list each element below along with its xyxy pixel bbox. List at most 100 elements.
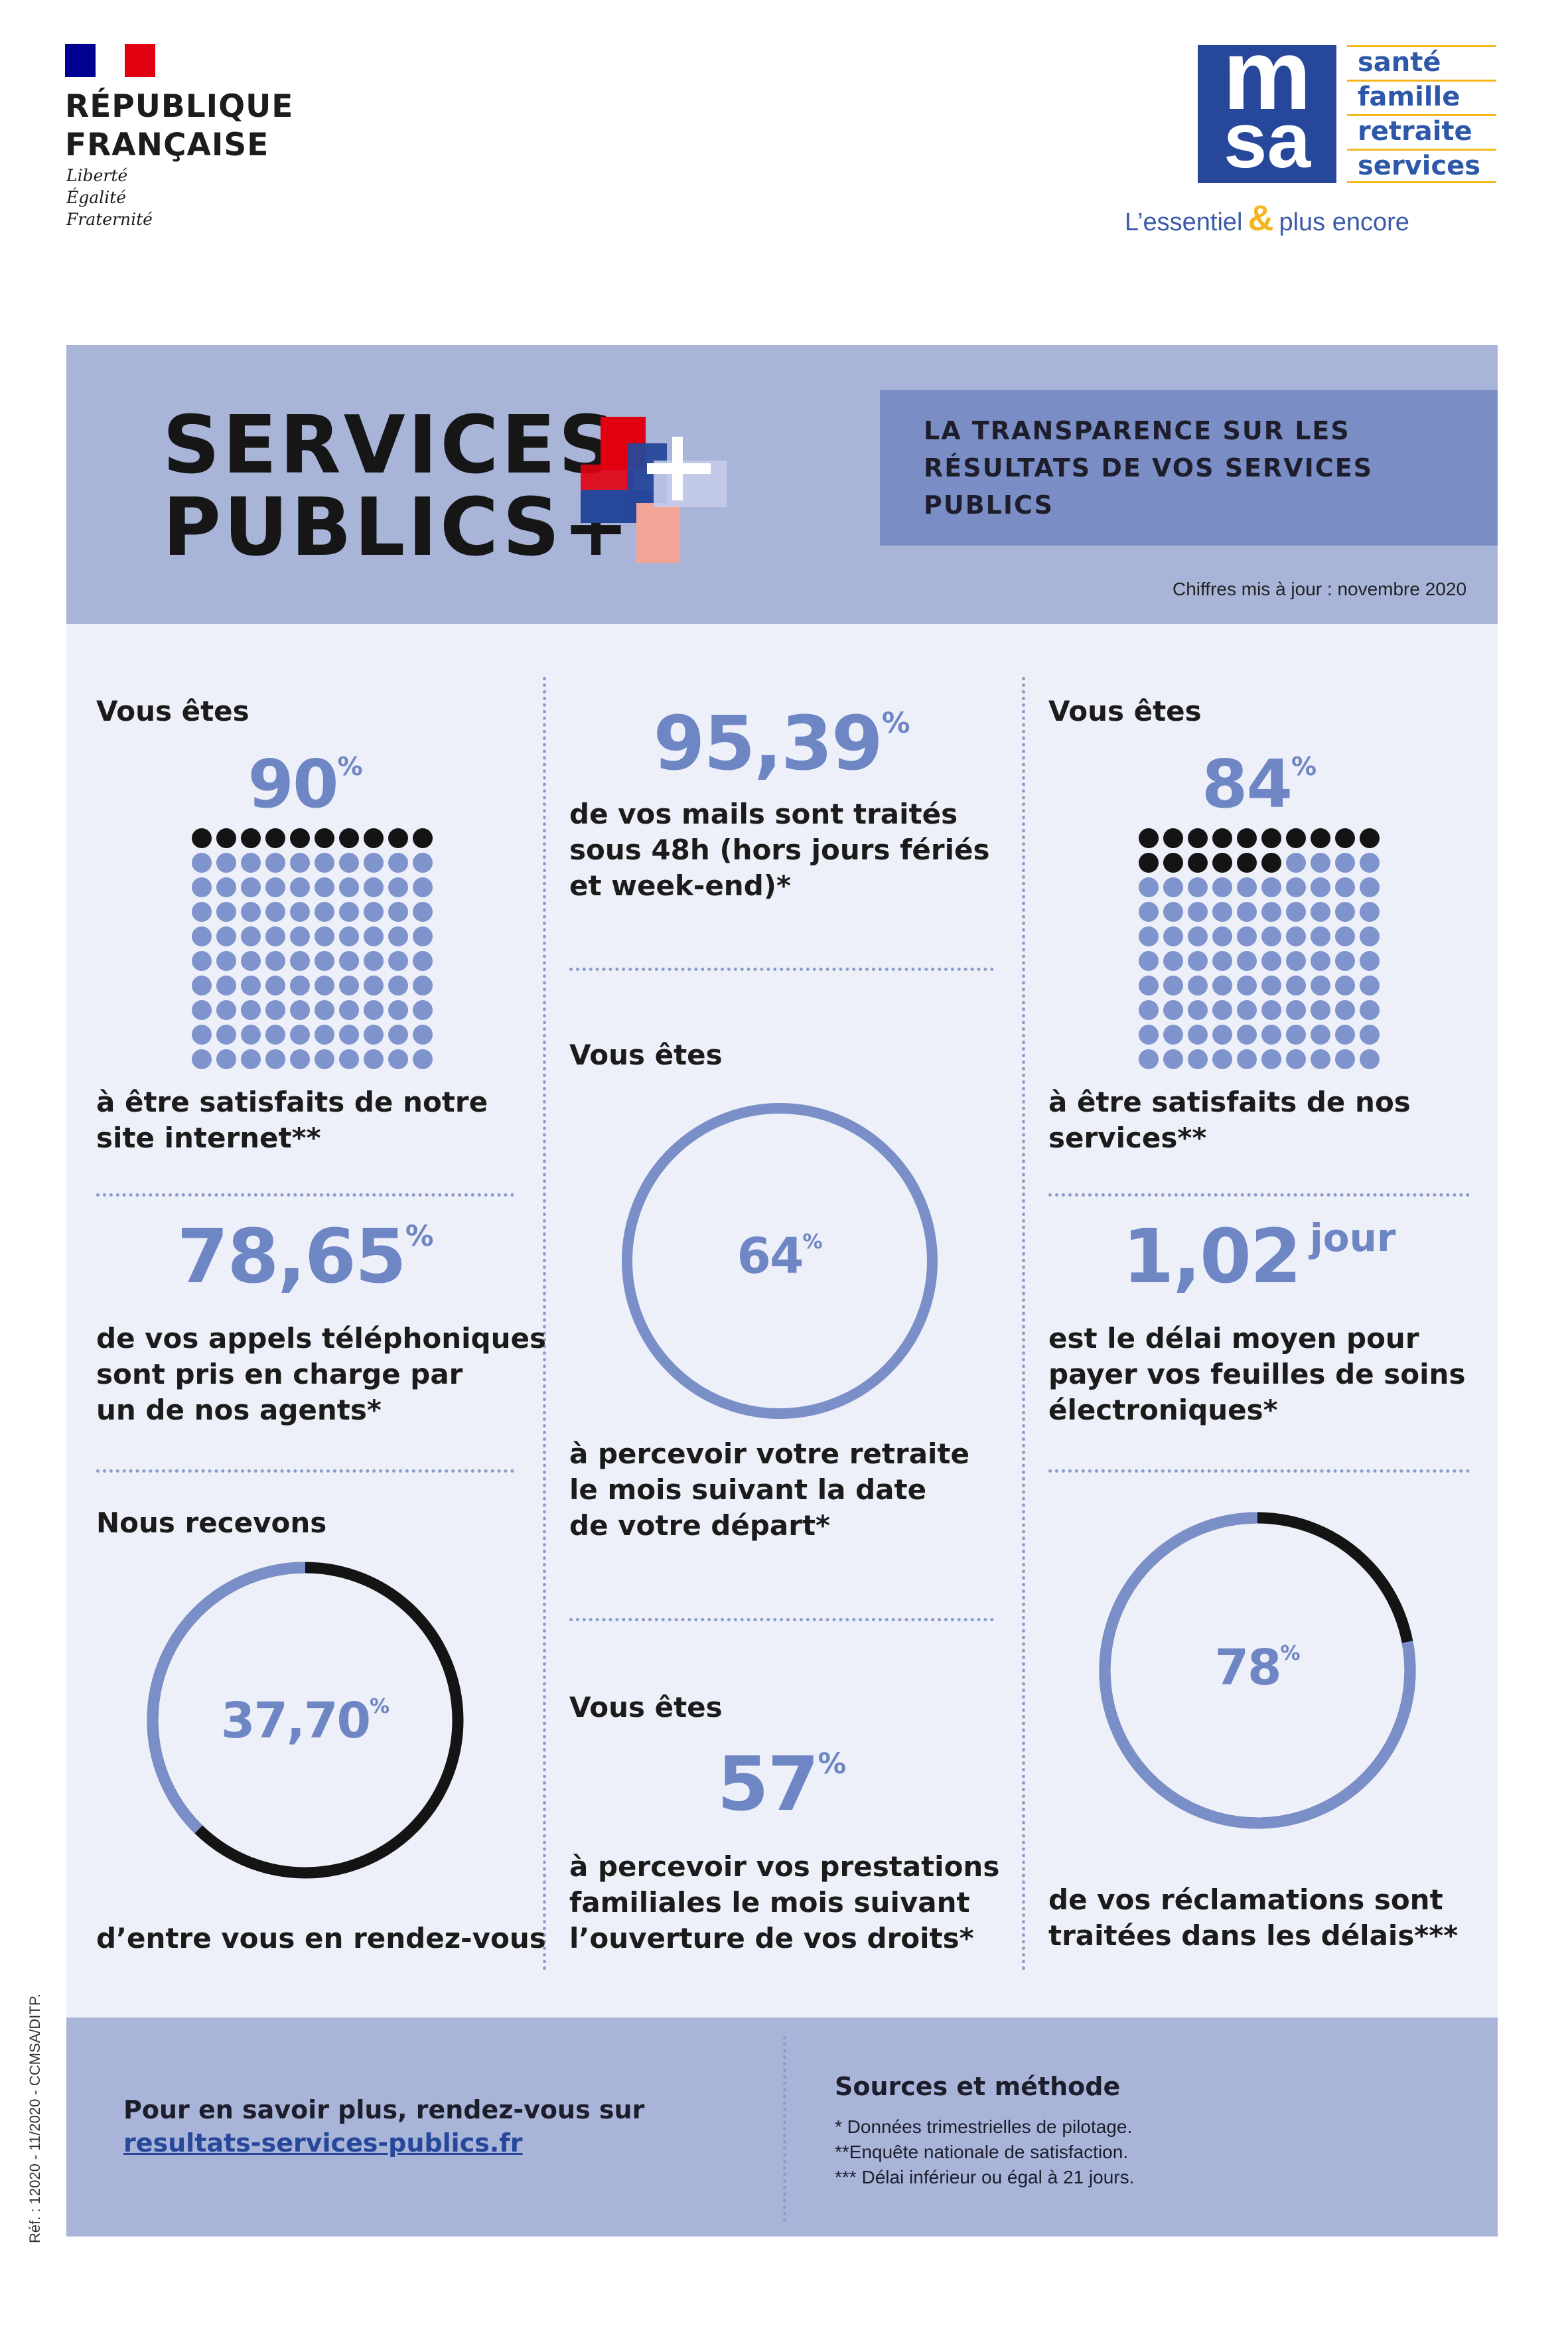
column-separator [543, 677, 546, 1971]
dot [388, 828, 408, 848]
dot [364, 1025, 384, 1045]
stat-label: Vous êtes [96, 695, 249, 727]
stat-description: est le délai moyen pour payer vos feuill… [1048, 1322, 1466, 1426]
dot [339, 1049, 359, 1069]
dot [1212, 828, 1232, 848]
dot [315, 1000, 334, 1020]
dot [1335, 1025, 1355, 1045]
dot [1335, 902, 1355, 922]
dot [1212, 853, 1232, 873]
dot [192, 1000, 212, 1020]
dot-matrix-site [192, 828, 433, 1069]
dot [364, 976, 384, 995]
dot [388, 951, 408, 971]
dot [1311, 976, 1330, 995]
dot [192, 902, 212, 922]
dot [1335, 926, 1355, 946]
row-separator [569, 1618, 994, 1621]
dot [290, 853, 310, 873]
dot [1163, 877, 1183, 897]
dot [1212, 1025, 1232, 1045]
stat-description: d’entre vous en rendez-vous [96, 1922, 546, 1954]
services-publics-title: SERVICES PUBLICS+ [163, 400, 632, 574]
dot [265, 1025, 285, 1045]
dot [1212, 976, 1232, 995]
footer [66, 2018, 1498, 2237]
row-separator [569, 968, 994, 971]
dot [192, 828, 212, 848]
dot [290, 1000, 310, 1020]
footer-more-info: Pour en savoir plus, rendez-vous sur res… [123, 2095, 645, 2158]
dot [192, 976, 212, 995]
dot [1261, 926, 1281, 946]
dot [1286, 853, 1306, 873]
stat-description: de vos réclamations sont traitées dans l… [1048, 1883, 1459, 1952]
dot [1360, 926, 1380, 946]
dot [1163, 951, 1183, 971]
dot [1335, 1049, 1355, 1069]
dot [1212, 951, 1232, 971]
dot [315, 902, 334, 922]
dot [192, 877, 212, 897]
stat-label: Vous êtes [569, 1039, 723, 1071]
dot [1261, 1025, 1281, 1045]
republique-francaise-flag-icon [65, 44, 155, 77]
row-separator [96, 1469, 514, 1473]
dot [265, 1049, 285, 1069]
msa-logo: m sa [1198, 45, 1336, 183]
row-separator [1048, 1469, 1470, 1473]
dot [1360, 1025, 1380, 1045]
dot [1286, 902, 1306, 922]
dot [1335, 951, 1355, 971]
dot [265, 877, 285, 897]
dot [1360, 1000, 1380, 1020]
dot [1261, 1049, 1281, 1069]
dot [1212, 926, 1232, 946]
stat-value-calls: 78,65% [177, 1214, 434, 1300]
update-date: Chiffres mis à jour : novembre 2020 [1173, 579, 1467, 599]
dot [241, 853, 261, 873]
ring-value-appointments: 37,70% [220, 1692, 390, 1749]
dot [339, 902, 359, 922]
dot [388, 1025, 408, 1045]
ring-value-pension: 64% [737, 1228, 823, 1285]
dot [241, 828, 261, 848]
dot [1212, 1049, 1232, 1069]
dot [1139, 828, 1159, 848]
dot [413, 951, 433, 971]
dot [388, 1000, 408, 1020]
stat-description: à être satisfaits de nos services** [1048, 1086, 1411, 1154]
dot [1311, 877, 1330, 897]
dot [290, 828, 310, 848]
dot [315, 1025, 334, 1045]
dot [413, 1025, 433, 1045]
dot [1311, 1025, 1330, 1045]
dot [1188, 926, 1208, 946]
dot [364, 1000, 384, 1020]
dot [339, 926, 359, 946]
dot [1163, 828, 1183, 848]
msa-word: famille [1347, 80, 1496, 114]
dot [1237, 1000, 1257, 1020]
dot [290, 1025, 310, 1045]
dot [1311, 1049, 1330, 1069]
dot [1188, 877, 1208, 897]
dot [413, 1049, 433, 1069]
dot [1261, 902, 1281, 922]
msa-word: santé [1347, 45, 1496, 80]
dot [1163, 1049, 1183, 1069]
dot [1335, 828, 1355, 848]
dot [1188, 1049, 1208, 1069]
stat-description: à être satisfaits de notre site internet… [96, 1086, 488, 1154]
dot [1163, 926, 1183, 946]
dot [1139, 1025, 1159, 1045]
results-link[interactable]: resultats-services-publics.fr [123, 2128, 523, 2158]
dot [1286, 828, 1306, 848]
sources-title: Sources et méthode [835, 2072, 1121, 2101]
dot [1311, 853, 1330, 873]
dot [1163, 1025, 1183, 1045]
dot [216, 926, 236, 946]
dot [1311, 951, 1330, 971]
dot [216, 853, 236, 873]
dot [1163, 853, 1183, 873]
